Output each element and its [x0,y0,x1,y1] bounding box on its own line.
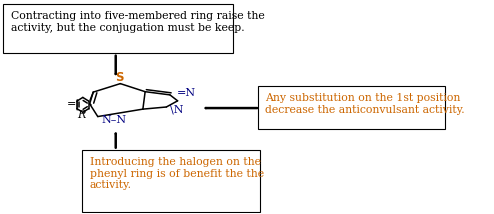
FancyBboxPatch shape [258,86,445,129]
Text: \N: \N [170,105,183,114]
Text: =|: =| [67,98,80,110]
FancyBboxPatch shape [82,150,260,212]
Text: =N: =N [177,88,196,98]
Text: N–N: N–N [101,115,126,125]
Text: Contracting into five-membered ring raise the
activity, but the conjugation must: Contracting into five-membered ring rais… [10,11,264,33]
FancyBboxPatch shape [3,4,233,53]
Text: R: R [77,110,85,120]
Text: S: S [115,71,123,84]
Text: Introducing the halogen on the
phenyl ring is of benefit the the
activity.: Introducing the halogen on the phenyl ri… [89,157,264,190]
Text: Any substitution on the 1st position
decrease the anticonvulsant activity.: Any substitution on the 1st position dec… [265,93,465,115]
